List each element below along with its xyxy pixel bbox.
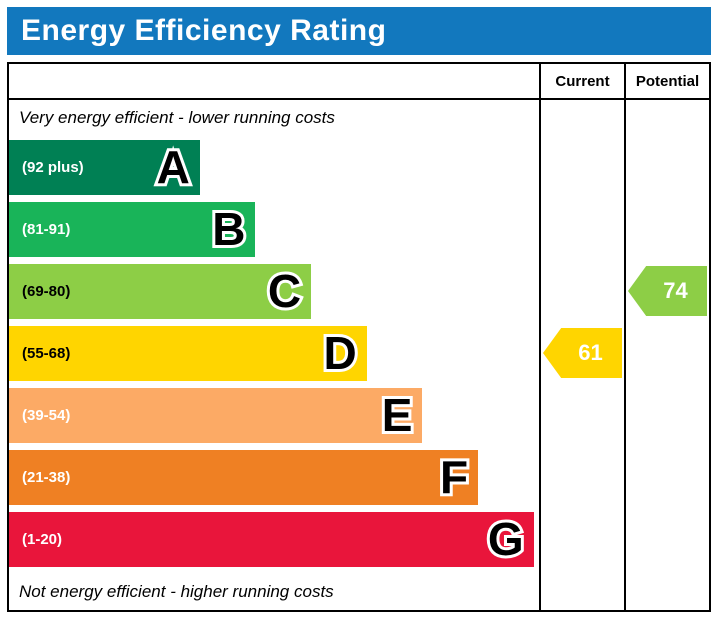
band-letter: C (265, 265, 304, 317)
band-bar-a: (92 plus) A (9, 139, 200, 195)
current-rating-arrow: 61 (543, 328, 622, 378)
band-row-c: (69-80) C (9, 260, 539, 322)
band-range-label: (39-54) (22, 406, 71, 424)
current-column: 61 (539, 100, 624, 610)
title-bar: Energy Efficiency Rating (7, 7, 711, 55)
top-note: Very energy efficient - lower running co… (19, 108, 335, 127)
potential-column: 74 (624, 100, 709, 610)
current-row-a (541, 136, 624, 198)
band-range-label: (81-91) (22, 220, 71, 238)
band-letter: F (437, 451, 471, 503)
band-letter: A (154, 141, 193, 193)
band-row-e: (39-54) E (9, 384, 539, 446)
band-bar-g: (1-20) G (9, 511, 534, 567)
band-range-label: (92 plus) (22, 158, 84, 176)
chart-body: Very energy efficient - lower running co… (9, 100, 709, 610)
energy-efficiency-chart: Current Potential Very energy efficient … (7, 62, 711, 612)
band-range-label: (21-38) (22, 468, 71, 486)
band-row-b: (81-91) B (9, 198, 539, 260)
band-row-g: (1-20) G (9, 508, 539, 570)
current-top-spacer (541, 100, 624, 136)
band-row-f: (21-38) F (9, 446, 539, 508)
potential-row-e (626, 384, 709, 446)
band-letter: D (320, 327, 359, 379)
band-bar-d: (55-68) D (9, 325, 367, 381)
potential-row-b (626, 198, 709, 260)
potential-rating-arrow: 74 (628, 266, 707, 316)
band-range-label: (1-20) (22, 530, 63, 548)
potential-row-a (626, 136, 709, 198)
band-letter: E (379, 389, 416, 441)
current-row-g (541, 508, 624, 570)
band-range-label: (69-80) (22, 282, 71, 300)
potential-row-f (626, 446, 709, 508)
potential-column-header: Potential (624, 64, 709, 98)
current-row-e (541, 384, 624, 446)
potential-top-spacer (626, 100, 709, 136)
current-row-f (541, 446, 624, 508)
band-letter: B (209, 203, 248, 255)
bottom-note: Not energy efficient - higher running co… (19, 582, 334, 601)
current-column-header: Current (539, 64, 624, 98)
chart-header-row: Current Potential (9, 64, 709, 100)
band-bar-b: (81-91) B (9, 201, 256, 257)
page-title: Energy Efficiency Rating (21, 14, 387, 47)
current-rating-value: 61 (578, 340, 603, 365)
band-row-d: (55-68) D (9, 322, 539, 384)
band-row-a: (92 plus) A (9, 136, 539, 198)
current-row-b (541, 198, 624, 260)
potential-rating-value: 74 (663, 278, 688, 303)
potential-row-d (626, 322, 709, 384)
band-bar-e: (39-54) E (9, 387, 423, 443)
current-row-d: 61 (541, 322, 624, 384)
band-range-label: (55-68) (22, 344, 71, 362)
potential-row-g (626, 508, 709, 570)
band-chart-column: Very energy efficient - lower running co… (9, 100, 539, 610)
potential-row-c: 74 (626, 260, 709, 322)
header-spacer (9, 64, 539, 98)
current-row-c (541, 260, 624, 322)
band-bar-f: (21-38) F (9, 449, 479, 505)
band-bar-c: (69-80) C (9, 263, 312, 319)
band-letter: G (485, 513, 527, 565)
